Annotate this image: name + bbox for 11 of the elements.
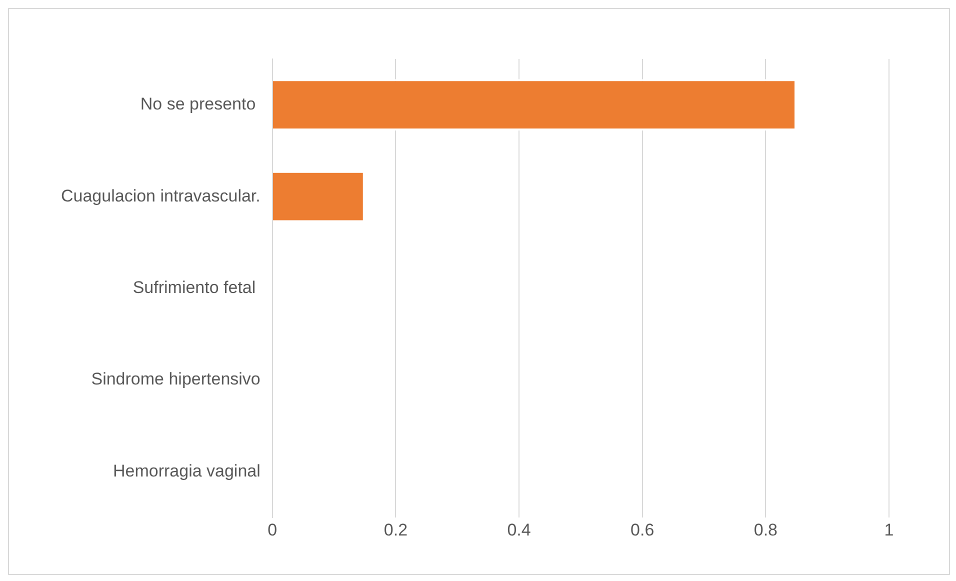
x-tick-label: 0.2 [384,520,408,540]
x-tick-label: 0 [268,520,278,540]
y-tick-label: Hemorragia vaginal [112,461,260,480]
x-tick-label: 0.4 [507,520,531,540]
x-tick-label: 1 [884,520,894,540]
x-tick-label: 0.8 [754,520,778,540]
y-tick-label: Cuagulacion intravascular. [60,186,260,206]
x-tick-label: 0.6 [630,520,654,540]
y-tick-label: Sufrimiento fetal [132,278,260,297]
y-tick-label: No se presento [140,94,260,114]
y-tick-label: Sindrome hipertensivo [91,370,260,389]
